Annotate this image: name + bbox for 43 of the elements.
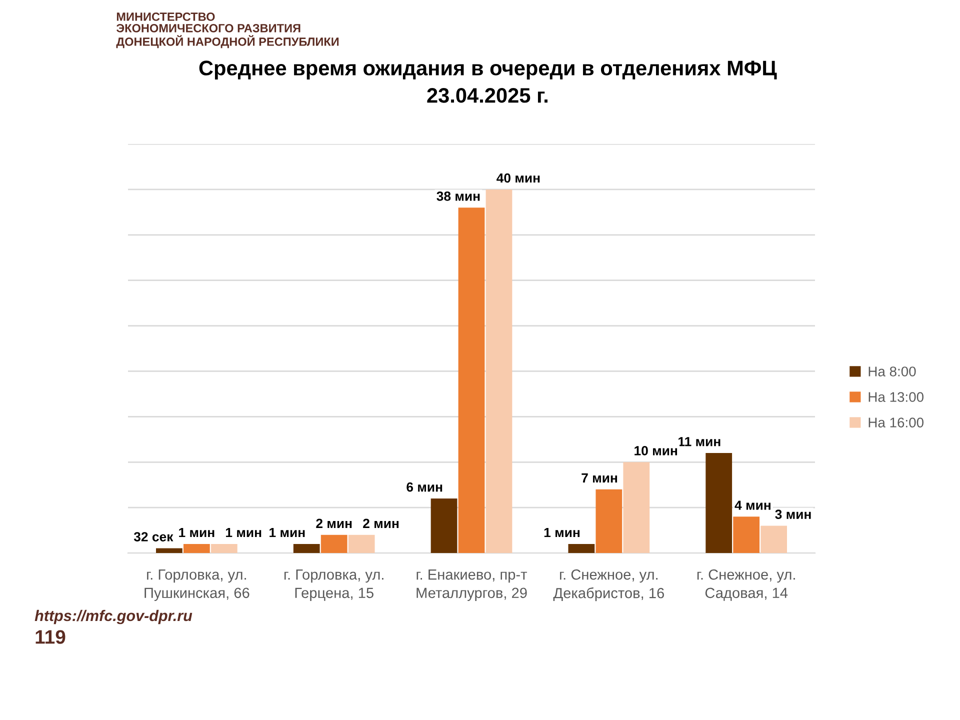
x-tick-label: г. Снежное, ул. Садовая, 14 (697, 569, 795, 601)
data-label: 10 мин (634, 446, 678, 456)
bar (623, 462, 650, 554)
data-label: 3 мин (775, 510, 811, 520)
data-label: 1 мин (270, 528, 305, 538)
data-label: 2 мин (316, 518, 352, 528)
legend-label: На 16:00 (868, 418, 924, 428)
data-label: 4 мин (734, 500, 770, 510)
legend-label: На 13:00 (868, 392, 924, 402)
bar (568, 544, 595, 554)
bar (760, 526, 788, 554)
text: МИНИСТЕРСТВО ЭКОНОМИЧЕСКОГО РАЗВИТИЯ ДОНЕЦКОЙ НАРОДНОЙ РЕСПУБЛИКИ (116, 12, 339, 48)
data-label: 7 мин (582, 473, 618, 482)
data-label: 1 мин (179, 528, 214, 538)
x-tick-label: г. Енакиево, пр-т Металлургов, 29 (416, 570, 528, 601)
x-tick-label: г. Снежное, ул. Декабристов, 16 (553, 569, 664, 602)
data-label: 38 мин (436, 192, 480, 201)
bar (706, 453, 732, 554)
annotation: 32 сек (134, 532, 174, 542)
data-label: 40 мин (496, 173, 540, 183)
bar (458, 208, 485, 554)
x-tick-label: г. Горловка, ул. Пушкинская, 66 (144, 570, 250, 601)
legend-label: На 8:00 (868, 366, 916, 376)
data-label: 1 мин (544, 528, 580, 538)
bar (210, 544, 238, 554)
chart-subtitle: 23.04.2025 г. (427, 88, 548, 103)
data-label: 11 мин (678, 437, 720, 446)
bar (348, 534, 375, 554)
bar (486, 189, 512, 554)
bar (320, 534, 348, 554)
text: 119 (36, 630, 66, 644)
x-tick-label: г. Горловка, ул. Герцена, 15 (284, 570, 384, 601)
bar (430, 498, 458, 554)
bar (293, 544, 320, 554)
chart-title: Среднее время ожидания в очереди в отделениях МФЦ (199, 60, 777, 80)
bar (156, 548, 182, 554)
bar (183, 544, 210, 554)
bar (733, 516, 760, 554)
data-label: 2 мин (363, 518, 399, 528)
data-label: 1 мин (226, 528, 262, 538)
bar (596, 489, 622, 554)
data-label: 6 мин (406, 482, 442, 492)
text: https://mfc.gov-dpr.ru (34, 610, 192, 624)
